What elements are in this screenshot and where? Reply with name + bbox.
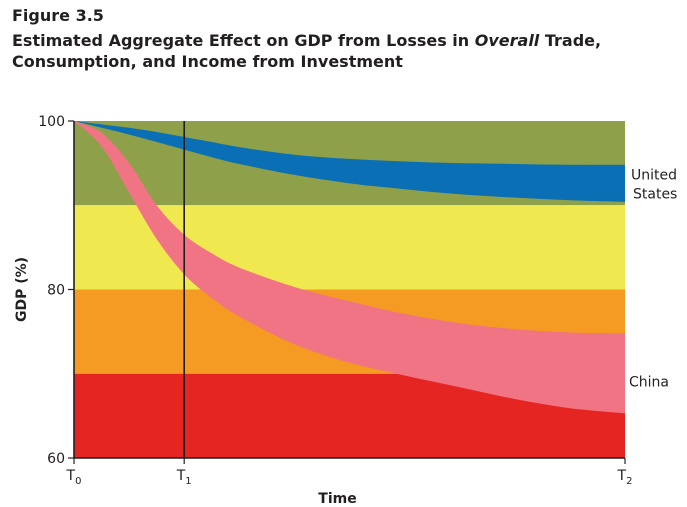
- series-label-united-states-line1: United: [631, 167, 677, 183]
- y-tick-label-60: 60: [47, 451, 65, 467]
- figure-title-part1: Estimated Aggregate Effect on GDP from L…: [12, 31, 475, 50]
- x-tick-label-T0: T0: [66, 468, 82, 487]
- series-area-china: [74, 121, 625, 414]
- figure-title-part2: Trade, Consumption, and Income from Inve…: [12, 31, 602, 71]
- labels: Time GDP (%) United States China: [14, 167, 677, 507]
- figure-label: Figure 3.5: [12, 6, 104, 25]
- figure-title: Estimated Aggregate Effect on GDP from L…: [12, 30, 672, 72]
- series-label-china: China: [629, 374, 669, 390]
- axes: 60 80 100 T0 T1 T2: [38, 114, 632, 487]
- series-areas: [74, 121, 625, 414]
- x-axis-label: Time: [318, 491, 356, 507]
- x-tick-label-T2: T2: [617, 468, 633, 487]
- y-axis-label: GDP (%): [14, 257, 30, 322]
- y-tick-label-100: 100: [38, 114, 65, 130]
- series-label-united-states-line2: States: [633, 186, 677, 202]
- y-tick-label-80: 80: [47, 283, 65, 299]
- figure-title-emphasis: Overall: [474, 31, 540, 50]
- x-tick-label-T1: T1: [176, 468, 192, 487]
- series-area-united-states: [74, 121, 625, 202]
